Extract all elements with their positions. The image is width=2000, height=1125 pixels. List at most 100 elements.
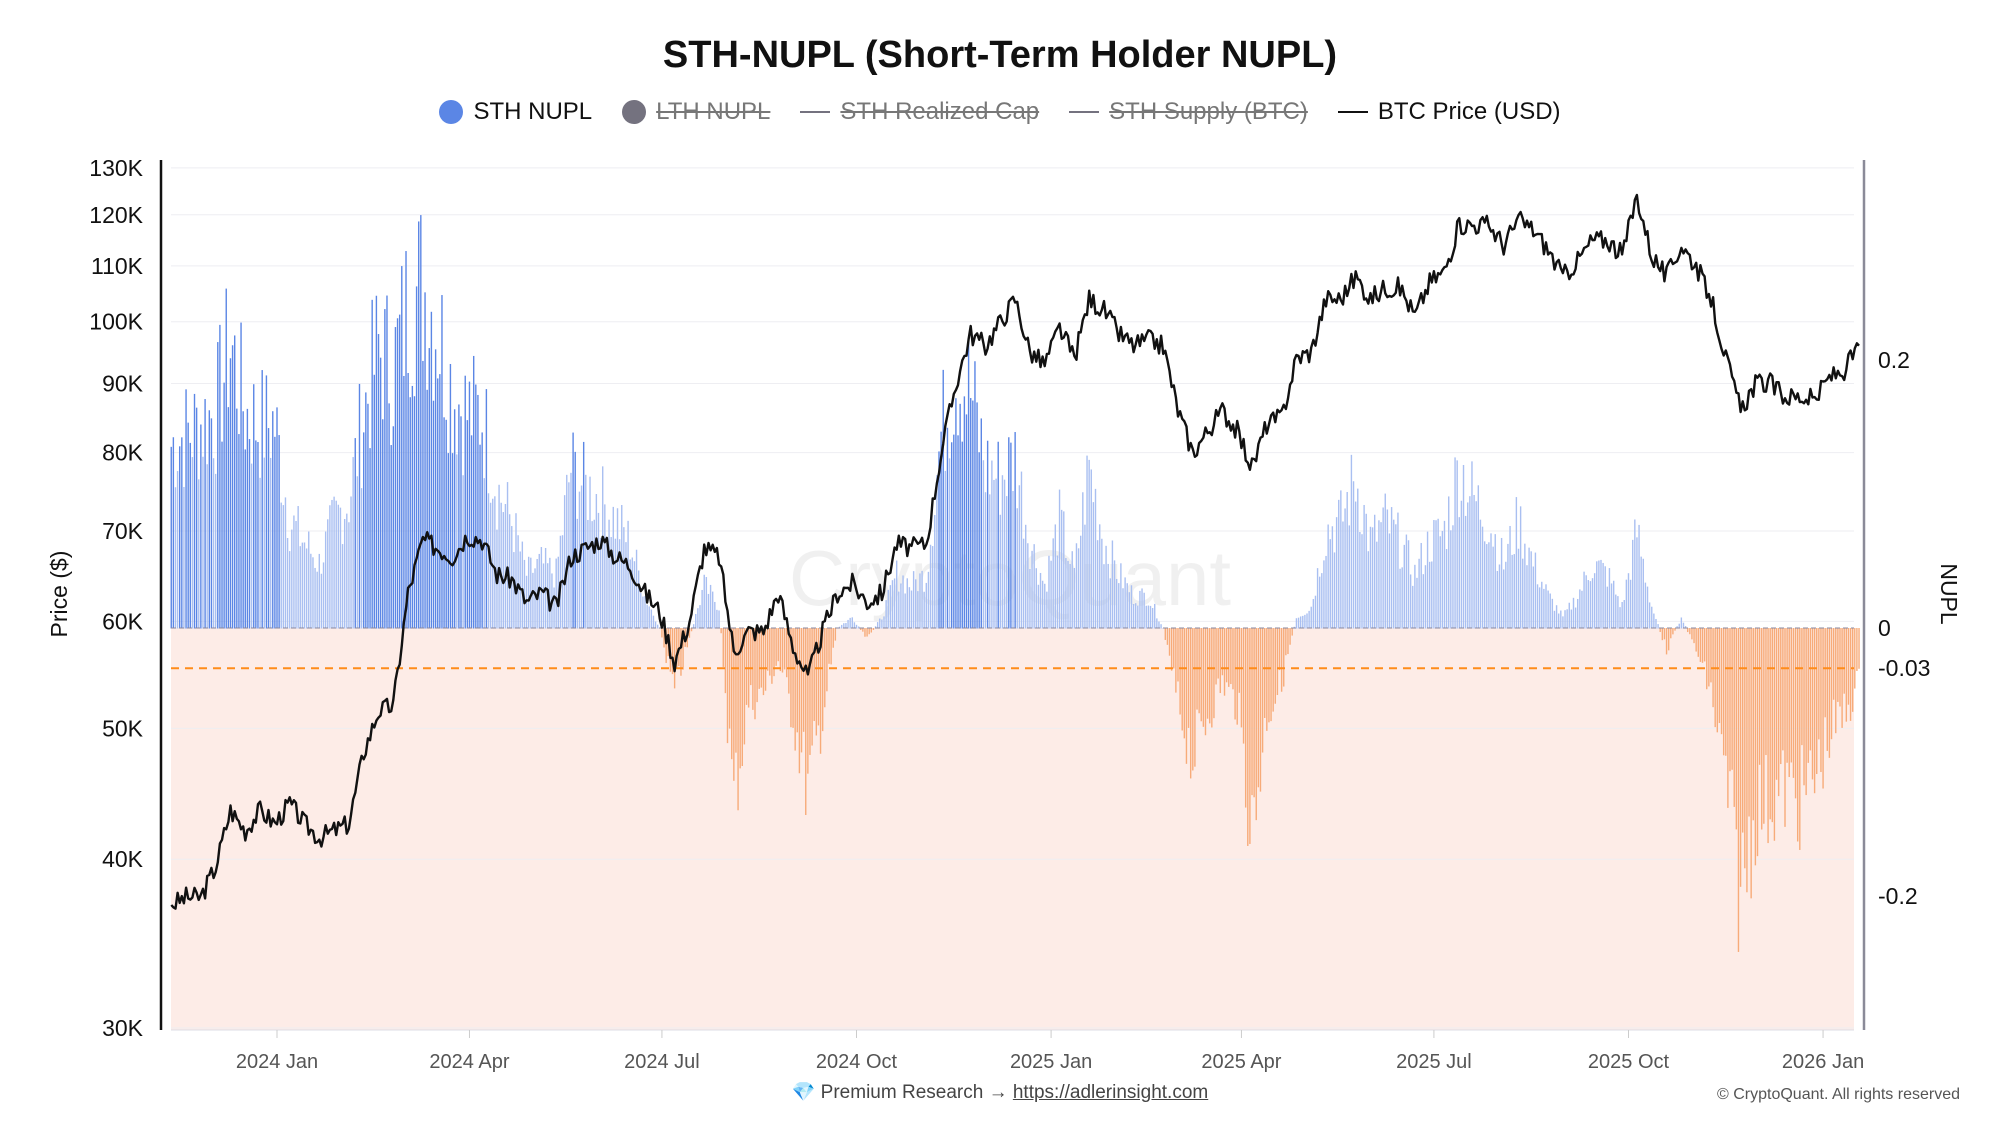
nupl-bar	[919, 573, 921, 629]
nupl-bar	[902, 575, 904, 629]
nupl-bar	[699, 605, 701, 629]
nupl-bar	[714, 601, 716, 629]
nupl-bar	[286, 538, 289, 629]
nupl-bar	[1756, 628, 1759, 857]
nupl-bar	[1331, 526, 1334, 629]
legend-item-sth-realized-cap[interactable]: STH Realized Cap	[800, 98, 1039, 126]
x-tick-label: 2025 Jul	[1396, 1051, 1472, 1073]
legend-item-sth-nupl[interactable]: STH NUPL	[439, 98, 592, 126]
nupl-bar	[1029, 569, 1031, 629]
nupl-bar	[796, 628, 798, 733]
nupl-bar	[229, 358, 232, 629]
nupl-bar	[1428, 561, 1431, 629]
nupl-bar	[1657, 624, 1659, 629]
nupl-bar	[682, 628, 684, 670]
nupl-bar	[1124, 577, 1126, 629]
nupl-bar	[1716, 628, 1719, 733]
nupl-bar	[845, 622, 847, 629]
nupl-bar	[398, 314, 401, 629]
nupl-bar	[1371, 527, 1374, 629]
y-tick-label: 90K	[102, 371, 144, 397]
nupl-bar	[1272, 628, 1274, 712]
nupl-bar	[828, 628, 830, 664]
nupl-bar	[1365, 513, 1367, 629]
nupl-bar	[487, 493, 490, 629]
nupl-bar	[464, 375, 466, 629]
nupl-bar	[424, 292, 426, 629]
nupl-bar	[527, 556, 530, 629]
nupl-bar	[811, 628, 813, 746]
nupl-bar	[1500, 537, 1503, 629]
nupl-bar	[1215, 628, 1217, 685]
legend-item-sth-supply[interactable]: STH Supply (BTC)	[1069, 98, 1308, 126]
nupl-bar	[938, 451, 940, 629]
nupl-bar	[418, 221, 420, 629]
nupl-bar	[614, 538, 617, 629]
nupl-bar	[602, 466, 604, 629]
nupl-bar	[253, 384, 255, 629]
nupl-bar	[1424, 565, 1427, 629]
line-icon	[1069, 111, 1100, 113]
nupl-bar	[513, 552, 515, 629]
nupl-bar	[343, 518, 346, 629]
nupl-bar	[555, 558, 557, 629]
nupl-bar	[1359, 531, 1361, 629]
nupl-bar	[1302, 615, 1304, 629]
nupl-bar	[1441, 530, 1444, 629]
nupl-bar	[1018, 485, 1021, 629]
nupl-bar	[1796, 628, 1799, 842]
nupl-bar	[953, 434, 955, 629]
y-tick-label: 80K	[102, 440, 144, 466]
legend-item-btc-price[interactable]: BTC Price (USD)	[1337, 98, 1561, 126]
nupl-bar	[1240, 628, 1243, 728]
nupl-bar	[1325, 555, 1327, 629]
nupl-bar	[1253, 628, 1255, 798]
nupl-bar	[314, 567, 316, 629]
nupl-bar	[170, 446, 172, 629]
nupl-bar	[426, 389, 428, 629]
nupl-bar	[1682, 622, 1685, 629]
nupl-bar	[1560, 610, 1562, 629]
nupl-bar	[629, 559, 631, 629]
nupl-bar	[1037, 584, 1040, 629]
legend-label: STH Supply (BTC)	[1109, 98, 1308, 125]
nupl-bar	[1149, 605, 1152, 629]
nupl-bar	[318, 553, 320, 629]
nupl-bar	[1299, 616, 1302, 629]
nupl-bar	[720, 628, 722, 634]
nupl-bar	[517, 535, 519, 629]
nupl-bar	[1627, 573, 1630, 629]
nupl-bar	[1183, 628, 1186, 739]
nupl-bar	[1443, 520, 1446, 629]
nupl-bar	[1352, 481, 1355, 629]
nupl-axis-title: NUPL	[1936, 563, 1962, 625]
nupl-bar	[363, 432, 365, 629]
nupl-bar	[1056, 555, 1059, 629]
y-tick-label: 100K	[89, 309, 143, 335]
nupl-bar	[726, 628, 729, 744]
nupl-bar	[612, 506, 614, 629]
legend-item-lth-nupl[interactable]: LTH NUPL	[622, 98, 770, 126]
nupl-bar	[1816, 628, 1818, 775]
nupl-bar	[606, 543, 608, 629]
nupl-bar	[1217, 628, 1219, 679]
y-tick-label: 60K	[102, 608, 144, 634]
nupl-bar	[786, 628, 788, 678]
nupl-bar	[1096, 540, 1099, 629]
nupl-bar	[743, 628, 746, 745]
nupl-bar	[982, 460, 985, 629]
nupl-bar	[1113, 560, 1116, 629]
nupl-bar	[1581, 590, 1583, 629]
nupl-bar	[540, 547, 543, 629]
nupl-bar	[1528, 547, 1530, 629]
nupl-bar	[868, 628, 870, 635]
nupl-bar	[1316, 568, 1319, 629]
nupl-bar	[944, 470, 947, 629]
footer-link[interactable]: https://adlerinsight.com	[1012, 1082, 1209, 1103]
nupl-bar	[1794, 628, 1797, 799]
nupl-bar	[760, 628, 763, 688]
nupl-bar	[1634, 519, 1636, 629]
nupl-bar	[1166, 628, 1169, 645]
nupl-bar	[775, 628, 777, 666]
nupl-bar	[498, 484, 500, 629]
